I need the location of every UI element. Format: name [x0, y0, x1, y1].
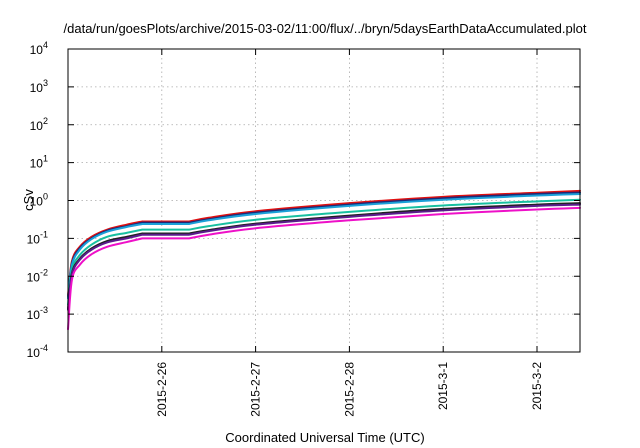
y-tick-label: 100: [30, 192, 48, 209]
y-tick-label: 102: [30, 116, 48, 133]
ticks: [68, 48, 580, 353]
x-tick-label: 2015-3-2: [530, 362, 544, 410]
y-axis-label: cSv: [21, 189, 36, 211]
series-line-3: [67, 193, 581, 300]
x-tick-label: 2015-2-28: [342, 362, 356, 417]
y-tick-label: 103: [30, 78, 48, 95]
y-tick-label: 10-4: [27, 343, 48, 360]
y-tick-label: 101: [30, 154, 48, 171]
y-tick-label: 10-1: [27, 229, 48, 246]
y-tick-labels: 10-4 10-3 10-2 10-1 100 101 102 103 104: [27, 40, 48, 360]
y-tick-label: 10-3: [27, 305, 48, 322]
series-layer: [67, 189, 581, 331]
series-line-4: [67, 198, 581, 306]
x-tick-label: 2015-2-26: [155, 362, 169, 417]
grid: [68, 49, 580, 352]
x-axis-label: Coordinated Universal Time (UTC): [225, 430, 424, 445]
y-tick-label: 104: [30, 40, 48, 57]
y-tick-label: 10-2: [27, 267, 48, 284]
x-tick-label: 2015-3-1: [436, 362, 450, 410]
x-tick-label: 2015-2-27: [249, 362, 263, 417]
series-line-7: [67, 206, 581, 331]
x-tick-labels: 2015-2-26 2015-2-27 2015-2-28 2015-3-1 2015-…: [155, 362, 544, 417]
series-line-6: [67, 203, 581, 311]
chart-title: /data/run/goesPlots/archive/2015-03-02/1…: [64, 21, 587, 36]
